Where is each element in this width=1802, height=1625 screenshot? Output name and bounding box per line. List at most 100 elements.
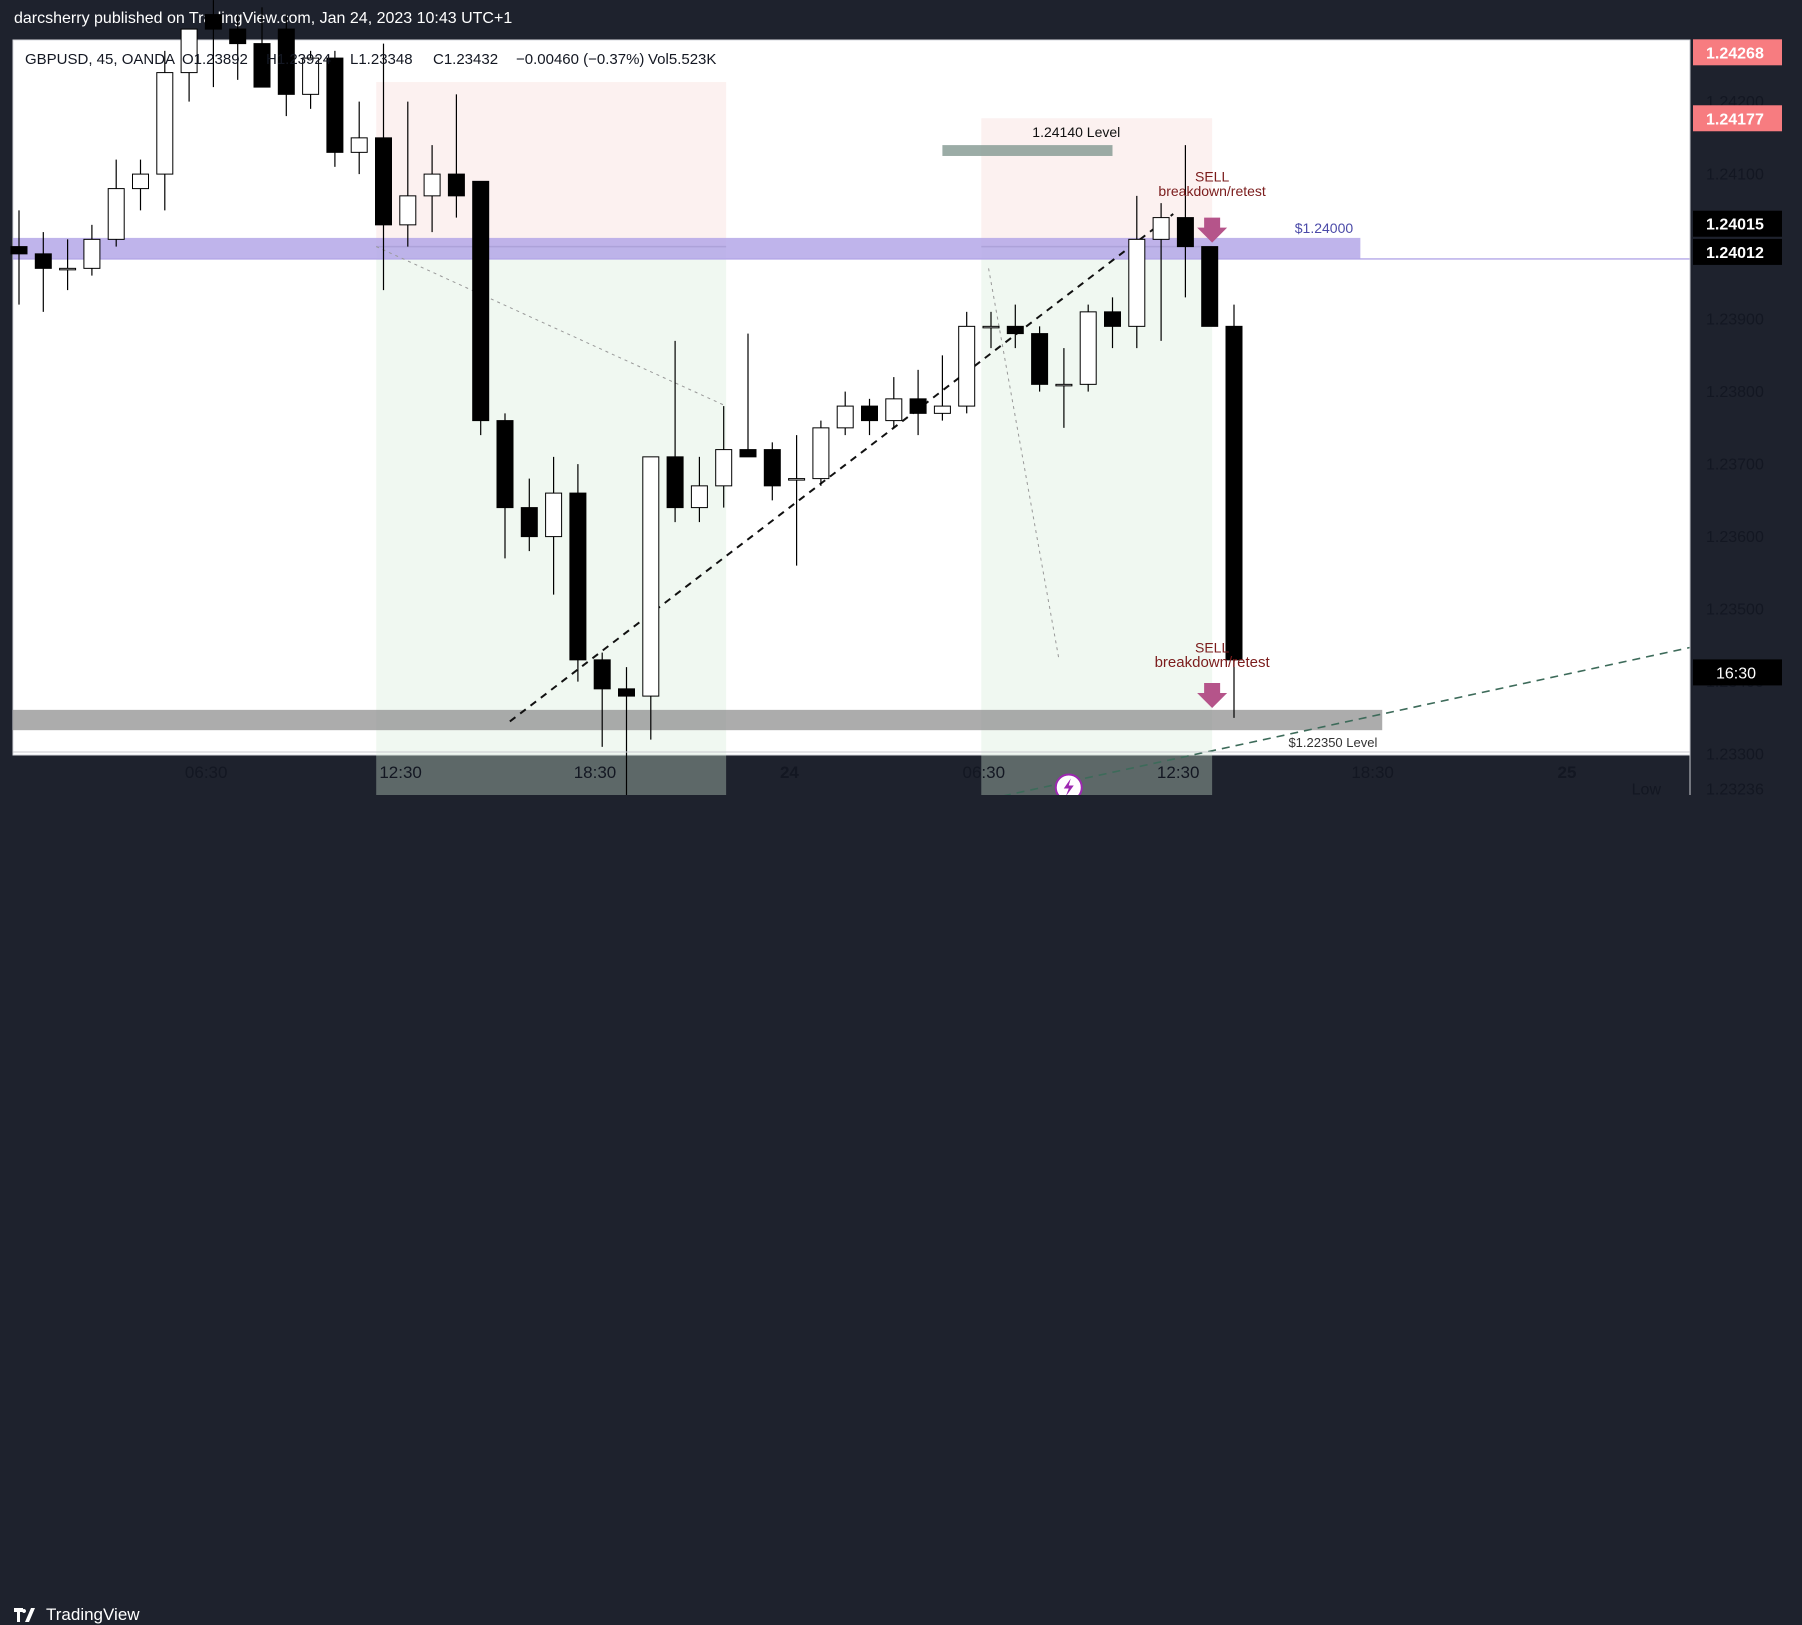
candle-up[interactable] xyxy=(156,72,174,175)
candle-up[interactable] xyxy=(885,398,903,422)
candle-down[interactable] xyxy=(253,43,271,88)
legend-close: C1.23432 xyxy=(433,51,498,68)
level-1-22350-label: $1.22350 Level xyxy=(1288,735,1377,750)
candle-up[interactable] xyxy=(1055,383,1073,387)
candle-down[interactable] xyxy=(666,456,684,509)
candle-up[interactable] xyxy=(812,427,830,480)
candle-down[interactable] xyxy=(593,659,611,690)
candle-up[interactable] xyxy=(933,405,951,414)
price-chart[interactable]: 1.24140 Level SELL breakdown/retest $1.2… xyxy=(0,0,1802,795)
candles-group xyxy=(10,0,1243,795)
candle-down[interactable] xyxy=(1201,246,1219,327)
price-axis[interactable]: USD 1.242001.241001.239001.238001.237001… xyxy=(1632,39,1782,795)
candle-up[interactable] xyxy=(180,28,198,74)
time-tick-label: 25 xyxy=(1558,763,1577,782)
legend-change: −0.00460 (−0.37%) xyxy=(516,51,644,68)
candle-down[interactable] xyxy=(909,398,927,414)
candle-up[interactable] xyxy=(399,195,417,226)
candle-down[interactable] xyxy=(1006,325,1024,335)
countdown-text: 16:30 xyxy=(1716,665,1756,682)
candle-down[interactable] xyxy=(447,173,465,197)
price-tick-label: 1.23900 xyxy=(1706,312,1764,329)
support-zone-1-23350[interactable] xyxy=(13,709,1383,731)
short-position-2-risk-zone[interactable] xyxy=(981,118,1213,247)
publisher-text: darcsherry published on TradingView.com,… xyxy=(14,10,513,27)
price-badge-text: 1.24268 xyxy=(1706,45,1764,62)
candle-down[interactable] xyxy=(204,14,222,30)
candle-up[interactable] xyxy=(107,188,125,240)
sell-label-1-title: SELL xyxy=(1195,168,1229,184)
projection-dotted-line-1 xyxy=(376,246,727,407)
legend-low: L1.23348 xyxy=(350,51,413,68)
rising-trendline-2[interactable] xyxy=(962,646,1691,795)
candle-up[interactable] xyxy=(982,325,1000,329)
candle-up[interactable] xyxy=(1079,311,1097,385)
candle-down[interactable] xyxy=(763,449,781,487)
candle-down[interactable] xyxy=(10,246,28,255)
candle-up[interactable] xyxy=(1128,238,1146,327)
candle-up[interactable] xyxy=(302,57,320,95)
candle-up[interactable] xyxy=(642,456,660,697)
time-tick-label: 06:30 xyxy=(963,763,1006,782)
time-tick-label: 12:30 xyxy=(379,763,422,782)
level-box-1-24140[interactable] xyxy=(942,145,1113,156)
candle-up[interactable] xyxy=(132,173,149,190)
ohlc-legend: GBPUSD, 45, OANDA O1.23892 H1.23924 L1.2… xyxy=(25,51,716,68)
candle-down[interactable] xyxy=(739,449,757,458)
candle-down[interactable] xyxy=(520,507,538,538)
time-tick-label: 24 xyxy=(780,763,799,782)
legend-high: H1.23924 xyxy=(266,51,331,68)
sell-label-2-title: SELL xyxy=(1195,640,1229,656)
candle-down[interactable] xyxy=(472,180,490,422)
sell-label-2-subtitle: breakdown/retest xyxy=(1155,654,1271,671)
candle-down[interactable] xyxy=(34,253,52,269)
rising-trendline-1[interactable] xyxy=(509,213,1174,723)
candle-down[interactable] xyxy=(1104,311,1121,327)
legend-symbol: GBPUSD, 45, OANDA xyxy=(25,51,175,68)
projection-dotted-line-2 xyxy=(988,268,1060,660)
time-tick-label: 12:30 xyxy=(1157,763,1200,782)
candle-up[interactable] xyxy=(788,478,806,481)
price-tick-label: 1.23500 xyxy=(1706,602,1764,619)
candle-up[interactable] xyxy=(59,267,77,271)
price-badge-text: 1.24012 xyxy=(1706,245,1764,262)
level-1-24140-label: 1.24140 Level xyxy=(1032,124,1120,140)
annotations-group: 1.24140 Level SELL breakdown/retest $1.2… xyxy=(1032,124,1377,795)
candle-down[interactable] xyxy=(1176,217,1194,248)
candle-down[interactable] xyxy=(229,28,247,45)
chart-pane-background xyxy=(12,39,1691,756)
resistance-zone-1-24000[interactable] xyxy=(13,237,1361,259)
price-tick-label: 1.23600 xyxy=(1706,529,1764,546)
price-badge-text: 1.24177 xyxy=(1706,111,1764,128)
candle-up[interactable] xyxy=(545,492,563,538)
legend-volume: Vol5.523K xyxy=(648,51,716,68)
sell-arrow-1-icon[interactable] xyxy=(1197,217,1228,243)
candle-down[interactable] xyxy=(1031,333,1049,385)
candle-down[interactable] xyxy=(277,28,295,95)
candle-down[interactable] xyxy=(1225,325,1243,661)
candle-up[interactable] xyxy=(83,238,101,269)
candle-down[interactable] xyxy=(496,420,514,509)
sell-label-1-subtitle: breakdown/retest xyxy=(1158,183,1266,199)
candle-up[interactable] xyxy=(1152,217,1170,240)
candle-down[interactable] xyxy=(326,57,344,153)
short-position-risk-zone[interactable] xyxy=(376,82,727,247)
candle-up[interactable] xyxy=(836,405,854,429)
candle-down[interactable] xyxy=(569,492,587,661)
candle-up[interactable] xyxy=(690,485,708,509)
candle-down[interactable] xyxy=(375,137,392,226)
candle-down[interactable] xyxy=(861,405,878,422)
sell-arrow-2-icon[interactable] xyxy=(1197,683,1228,709)
candle-up[interactable] xyxy=(958,325,976,407)
candle-up[interactable] xyxy=(423,173,441,197)
candle-up[interactable] xyxy=(715,449,733,487)
lightning-icon[interactable] xyxy=(1054,773,1083,795)
candle-up[interactable] xyxy=(350,137,368,153)
tradingview-logo[interactable]: TradingView xyxy=(14,1605,140,1625)
candle-down[interactable] xyxy=(618,688,635,697)
price-tick-label: 1.23700 xyxy=(1706,457,1764,474)
price-badge-text: 1.24015 xyxy=(1706,217,1764,234)
price-badge xyxy=(1693,105,1782,132)
short-position-2-target-zone[interactable] xyxy=(981,246,1213,795)
